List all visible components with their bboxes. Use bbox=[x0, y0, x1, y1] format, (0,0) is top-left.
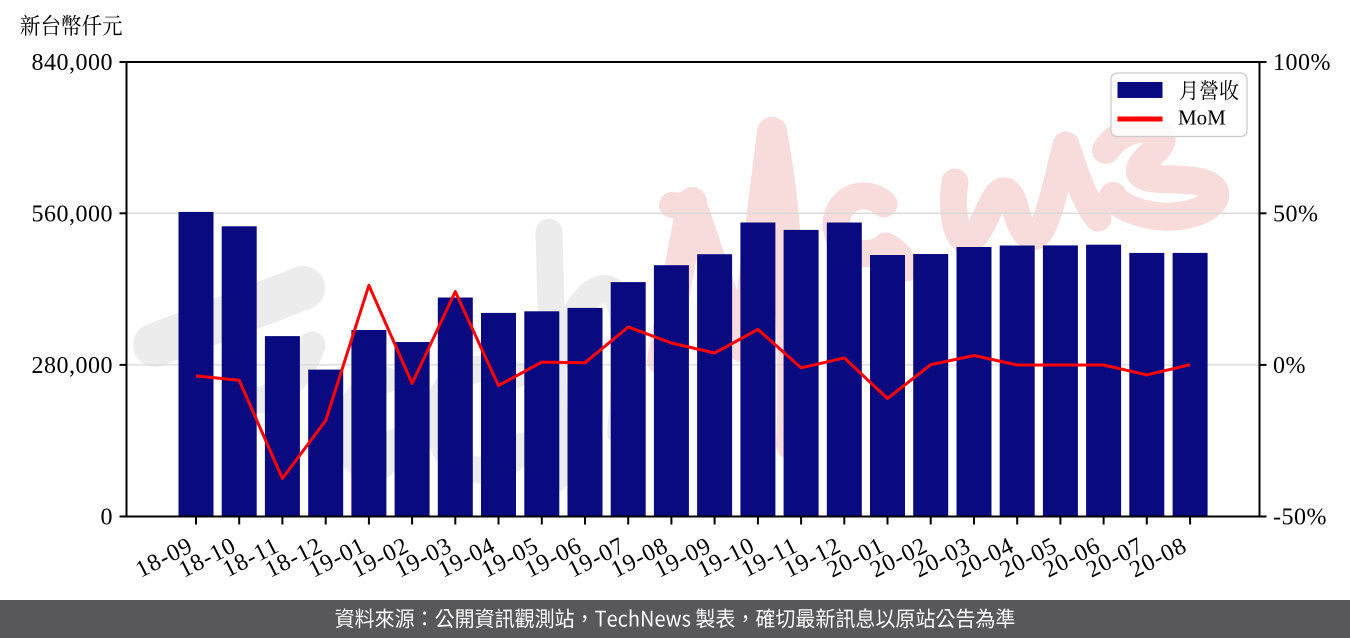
svg-text:840,000: 840,000 bbox=[32, 50, 114, 76]
svg-text:0%: 0% bbox=[1273, 353, 1306, 379]
svg-text:0: 0 bbox=[101, 505, 114, 531]
svg-text:MoM: MoM bbox=[1178, 106, 1226, 130]
svg-text:560,000: 560,000 bbox=[32, 201, 114, 227]
svg-text:280,000: 280,000 bbox=[32, 353, 114, 379]
svg-text:50%: 50% bbox=[1273, 201, 1319, 227]
svg-text:100%: 100% bbox=[1273, 50, 1331, 76]
svg-text:-50%: -50% bbox=[1273, 505, 1327, 531]
